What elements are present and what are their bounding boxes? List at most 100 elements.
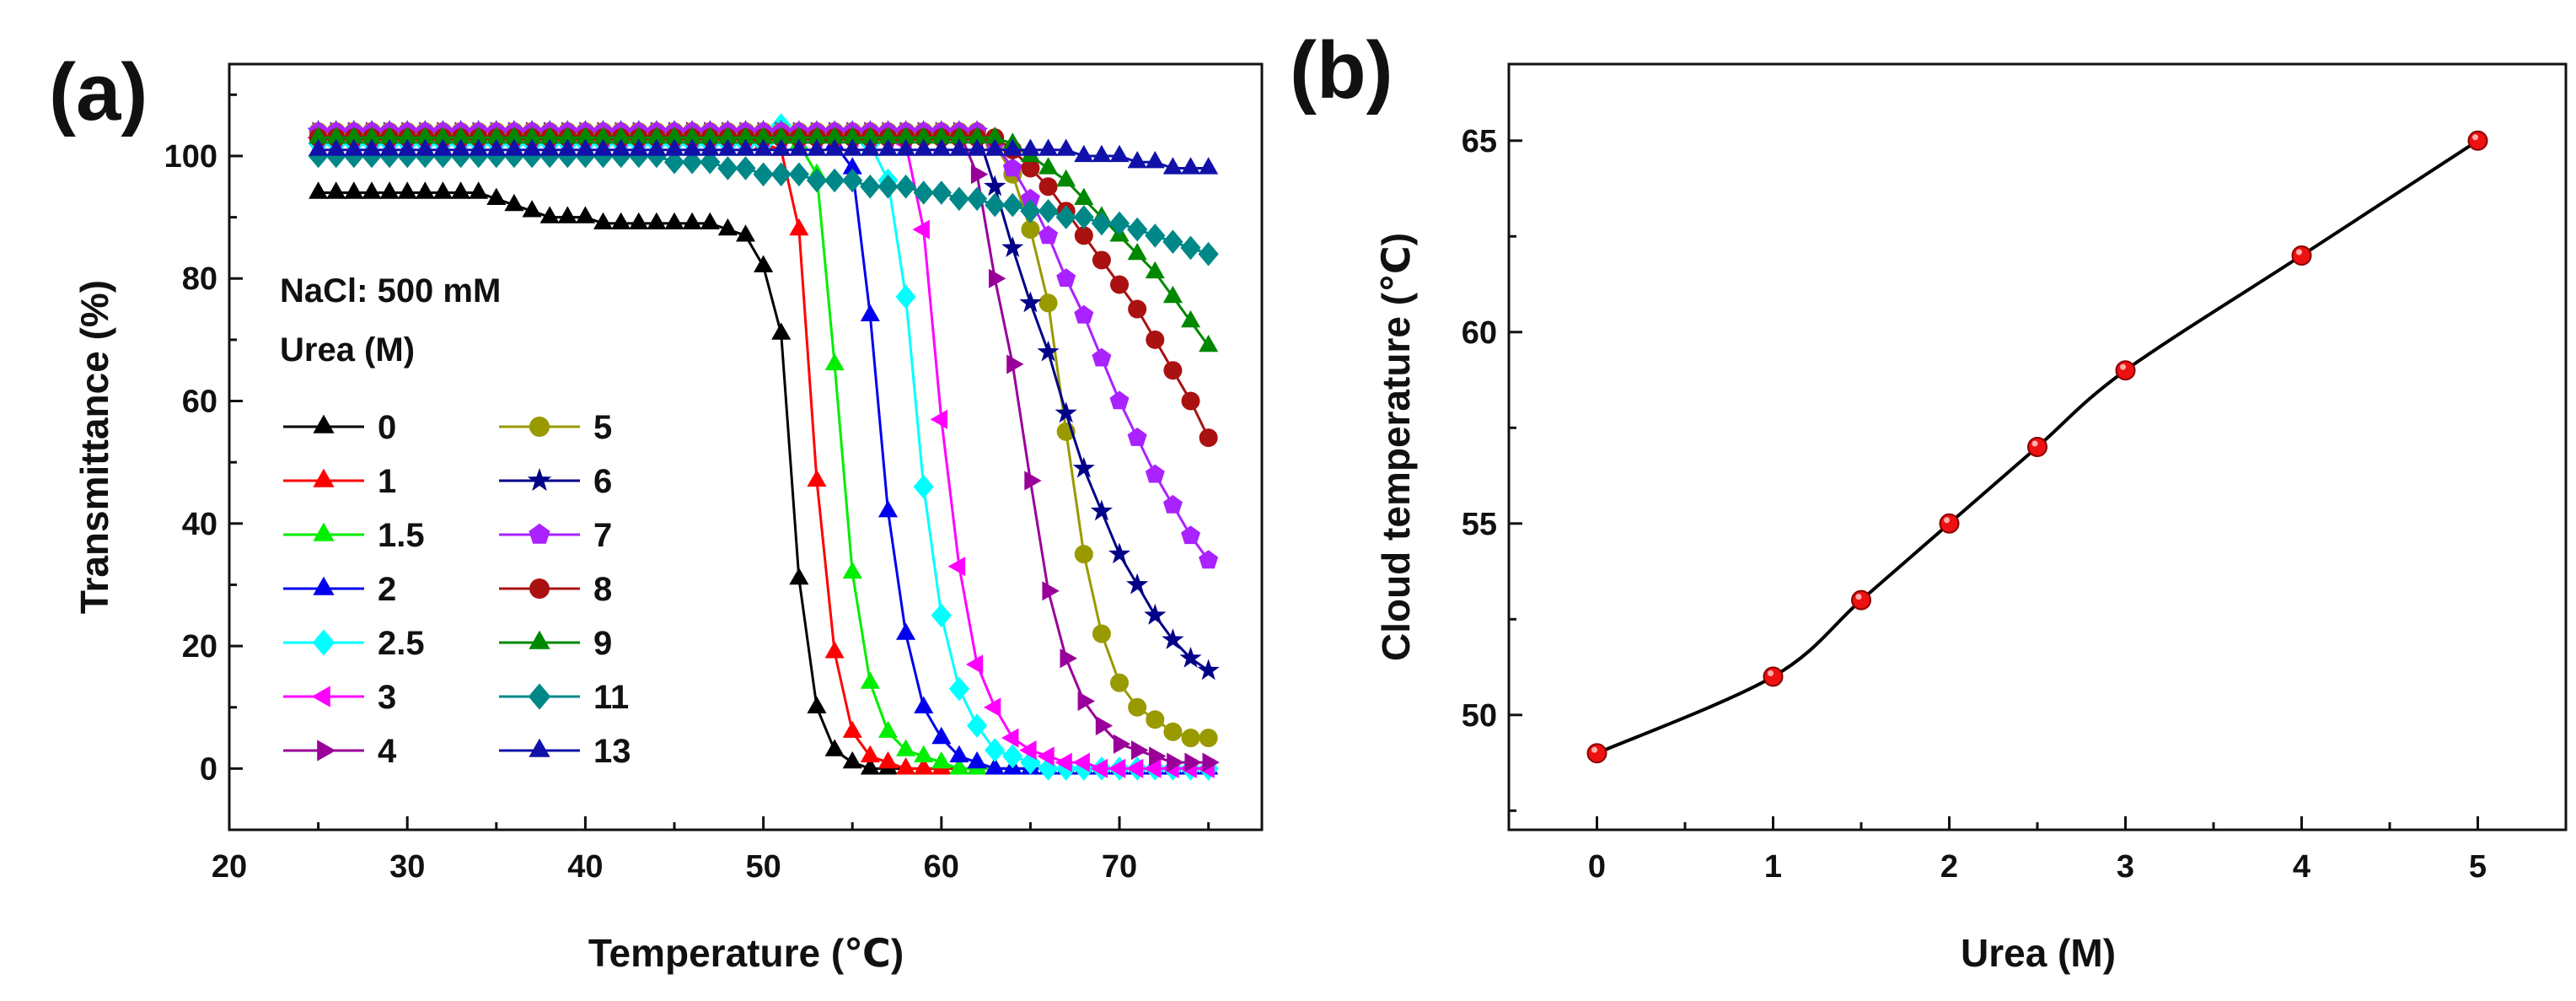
series-0 xyxy=(309,181,1219,775)
data-point xyxy=(949,757,969,775)
series-line xyxy=(318,130,1209,770)
data-point xyxy=(1077,691,1095,711)
data-point xyxy=(806,168,828,193)
data-point xyxy=(379,138,400,156)
data-point xyxy=(700,212,720,229)
data-point xyxy=(469,138,489,156)
data-point xyxy=(1145,261,1165,279)
data-point xyxy=(914,696,934,713)
data-point xyxy=(1038,177,1058,196)
legend-item: 11 xyxy=(499,679,629,716)
series-9 xyxy=(309,126,1219,353)
chart-a-series-group xyxy=(307,113,1220,781)
chart-b-ytick-label: 50 xyxy=(1462,698,1497,734)
legend-item: 6 xyxy=(499,463,612,500)
data-point xyxy=(682,149,703,175)
data-point xyxy=(842,168,863,193)
series-line xyxy=(318,130,1209,764)
data-point xyxy=(593,212,614,229)
data-point xyxy=(629,212,649,229)
chart-b-xlabel: Urea (M) xyxy=(1961,931,2116,975)
data-point xyxy=(1073,205,1094,229)
data-point xyxy=(1090,499,1113,521)
data-point xyxy=(629,138,649,156)
data-point xyxy=(1108,758,1126,778)
data-point xyxy=(877,751,898,769)
data-point xyxy=(1092,144,1112,163)
data-point-highlight xyxy=(1591,746,1597,753)
data-point xyxy=(735,156,756,180)
data-point xyxy=(984,697,1001,718)
data-point xyxy=(1038,138,1059,156)
data-point xyxy=(842,138,862,156)
data-point xyxy=(308,143,329,169)
data-point xyxy=(967,186,988,212)
data-point xyxy=(842,561,862,579)
data-point xyxy=(1113,734,1131,754)
data-point xyxy=(486,126,507,144)
data-point xyxy=(1851,589,1871,611)
legend-marker xyxy=(529,738,550,757)
legend-label: 6 xyxy=(593,463,612,500)
legend-item: 8 xyxy=(499,571,612,608)
data-point xyxy=(717,126,738,144)
legend-marker xyxy=(527,468,552,492)
data-point xyxy=(984,175,1006,196)
data-point xyxy=(2291,245,2312,266)
data-point xyxy=(593,126,614,144)
data-point xyxy=(824,168,845,193)
chart-b-frame xyxy=(1507,62,2568,831)
data-point xyxy=(397,181,417,199)
data-point-highlight xyxy=(2031,440,2038,447)
data-point xyxy=(896,138,916,156)
data-point xyxy=(682,138,702,156)
legend-marker xyxy=(529,523,550,544)
data-point xyxy=(326,181,346,199)
legend-item: 0 xyxy=(283,409,396,446)
data-point xyxy=(415,181,435,199)
legend-item: 4 xyxy=(283,733,397,770)
data-point xyxy=(736,138,755,156)
data-point xyxy=(1108,211,1130,236)
data-point xyxy=(860,304,880,321)
data-point xyxy=(647,212,667,229)
data-point xyxy=(415,138,435,156)
data-point xyxy=(611,126,631,144)
data-point-highlight xyxy=(1855,594,1862,600)
data-point xyxy=(1146,710,1165,729)
data-point xyxy=(931,726,952,745)
data-point xyxy=(754,138,774,156)
data-point xyxy=(486,187,507,205)
legend-marker xyxy=(311,686,330,708)
data-point xyxy=(1162,229,1183,254)
data-point xyxy=(451,126,471,144)
data-point xyxy=(1127,428,1147,446)
data-point xyxy=(1055,752,1072,772)
chart-a-xtick-label: 60 xyxy=(924,849,959,885)
legend-label: 1.5 xyxy=(378,517,425,554)
data-point xyxy=(807,469,827,487)
data-point xyxy=(948,676,969,702)
data-point xyxy=(967,126,987,144)
data-point xyxy=(1024,471,1042,491)
data-point xyxy=(970,164,989,185)
data-point xyxy=(451,181,471,199)
data-point xyxy=(1037,340,1060,362)
data-point xyxy=(663,149,685,175)
data-point xyxy=(682,212,702,229)
data-point xyxy=(985,757,1005,775)
data-point xyxy=(575,138,595,156)
data-point xyxy=(309,138,329,156)
data-point xyxy=(788,162,809,187)
legend-marker xyxy=(313,576,335,595)
data-point xyxy=(860,138,880,156)
legend-label: 9 xyxy=(593,625,612,662)
chart-a-ytick-label: 0 xyxy=(200,751,217,787)
data-point xyxy=(432,138,453,156)
series-11 xyxy=(308,143,1219,266)
data-point xyxy=(326,126,346,144)
legend-label: 8 xyxy=(593,571,612,608)
annotation-nacl: NaCl: 500 mM xyxy=(280,272,501,309)
data-point xyxy=(754,255,774,272)
